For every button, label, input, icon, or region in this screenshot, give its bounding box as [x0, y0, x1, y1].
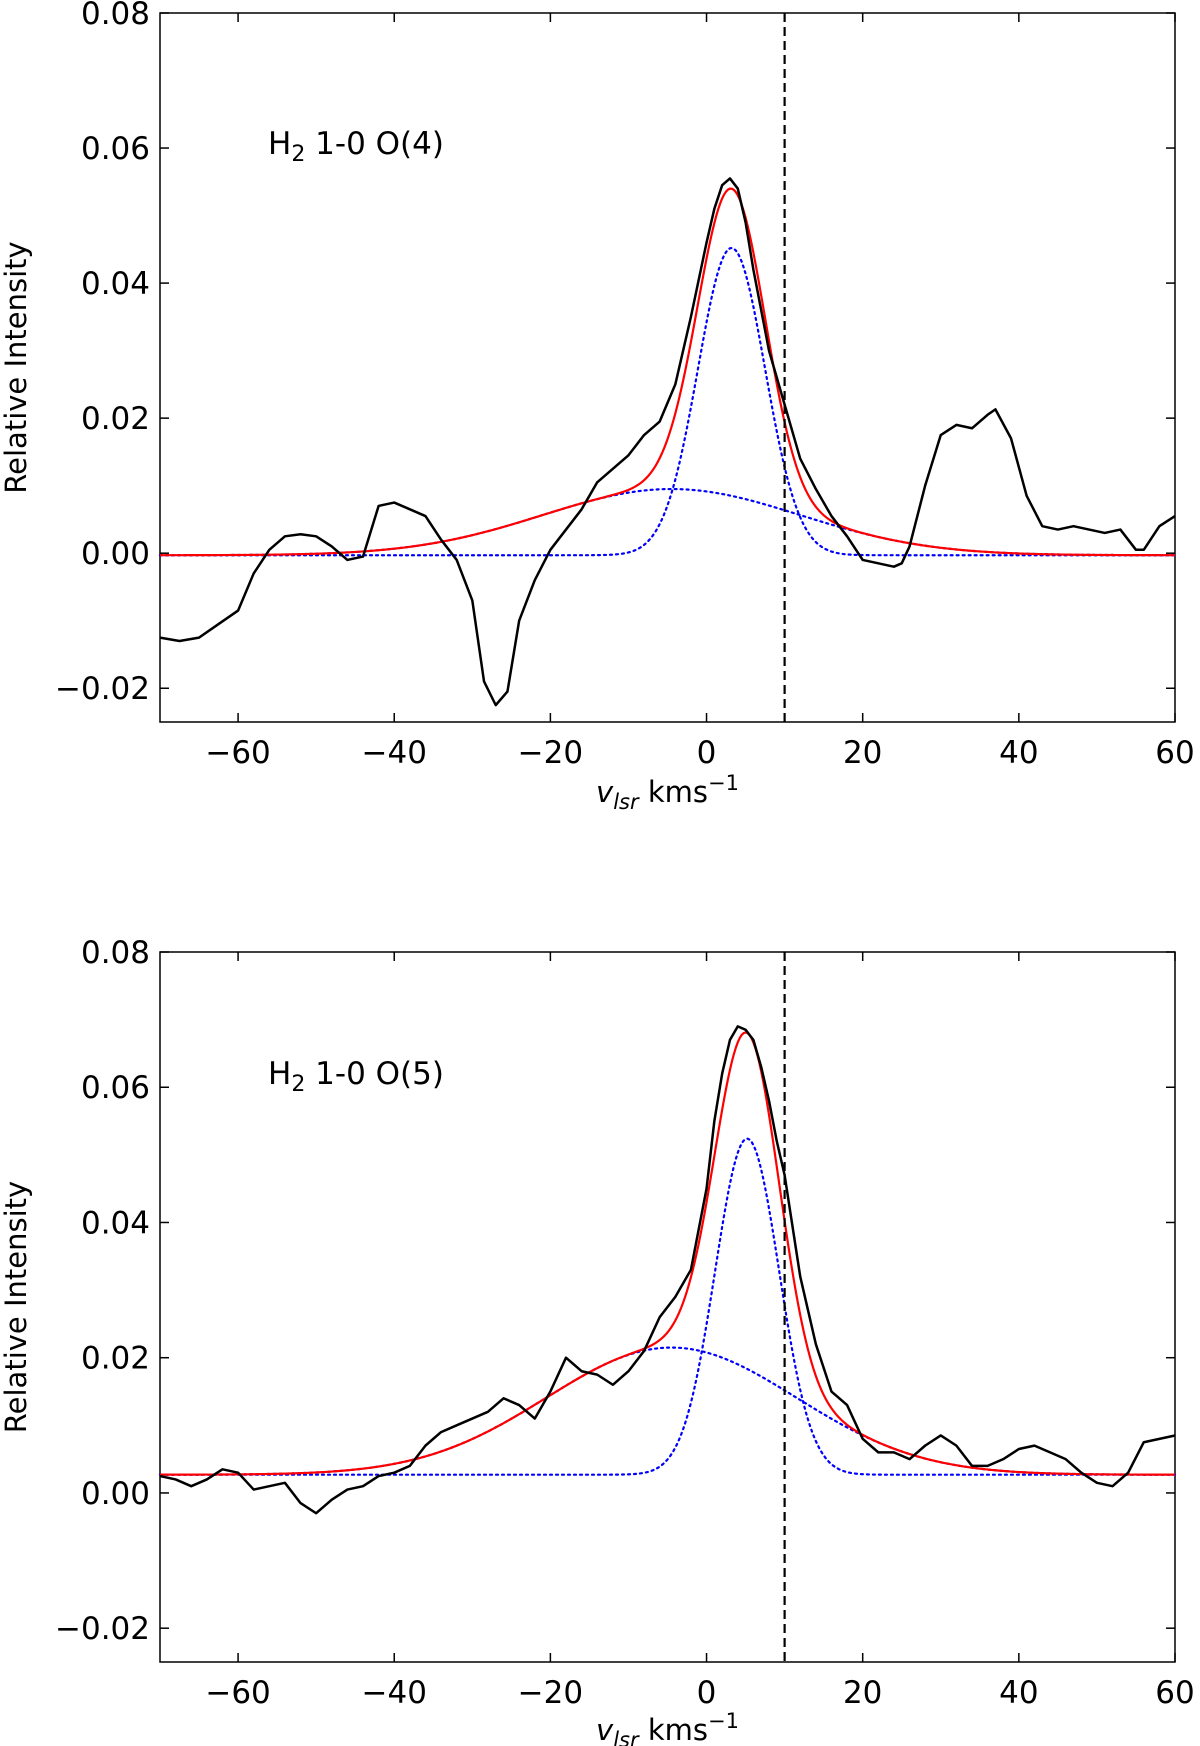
y-tick-label: 0.00	[81, 1476, 150, 1512]
x-tick-label: 0	[697, 735, 717, 771]
total-fit-curve	[159, 1031, 1175, 1476]
xlabel-sub: lsr	[613, 1728, 640, 1746]
annotation-sub: 2	[291, 1072, 305, 1097]
observed-spectrum-line	[159, 1025, 1176, 1515]
xlabel-sup: −1	[708, 1709, 739, 1733]
x-tick-label: −60	[205, 735, 270, 771]
y-tick-label: 0.02	[81, 1341, 150, 1377]
y-tick-label: −0.02	[55, 671, 150, 707]
annotation-suffix: 1-0 O(4)	[305, 126, 444, 162]
total-fit-curve	[160, 187, 1175, 557]
x-tick-label: −20	[518, 735, 583, 771]
xlabel: vlsr kms−1	[596, 1709, 739, 1746]
broad-component-curve	[158, 1346, 1177, 1476]
ylabel: Relative Intensity	[0, 241, 33, 493]
observed-spectrum-line	[159, 177, 1176, 707]
y-tick-label: 0.04	[81, 1205, 150, 1241]
xlabel-sup: −1	[708, 771, 739, 795]
narrow-component-curve	[158, 246, 1177, 557]
x-tick-label: 60	[1155, 735, 1194, 771]
x-tick-label: −40	[362, 1675, 427, 1711]
y-tick-label: 0.06	[81, 1070, 150, 1106]
x-tick-label: −20	[518, 1675, 583, 1711]
x-tick-label: −60	[205, 1675, 270, 1711]
x-tick-label: 60	[1155, 1675, 1194, 1711]
x-tick-label: −40	[362, 735, 427, 771]
annotation-prefix: H	[268, 126, 291, 162]
xlabel-var: v	[596, 1713, 614, 1746]
ylabel: Relative Intensity	[0, 1181, 33, 1433]
y-tick-label: 0.02	[81, 401, 150, 437]
x-tick-label: 40	[999, 1675, 1038, 1711]
y-tick-label: −0.02	[55, 1611, 150, 1647]
x-tick-label: 20	[843, 735, 882, 771]
xlabel-unit: kms	[639, 775, 708, 809]
plot-frame	[159, 951, 1176, 1663]
x-tick-label: 20	[843, 1675, 882, 1711]
xlabel-var: v	[596, 775, 614, 809]
y-tick-label: 0.06	[81, 131, 150, 167]
y-tick-label: 0.04	[81, 266, 150, 302]
broad-component-curve	[158, 487, 1177, 557]
narrow-component-curve	[158, 1137, 1177, 1476]
annotation-prefix: H	[268, 1056, 291, 1092]
x-tick-label: 0	[697, 1675, 717, 1711]
plot-frame	[159, 12, 1176, 723]
panel-o4: Relative Intensity vlsr kms−1 H2 1-0 O(4…	[0, 0, 1195, 814]
y-tick-label: 0.08	[81, 0, 150, 32]
xlabel-unit: kms	[639, 1713, 708, 1746]
xlabel: vlsr kms−1	[596, 771, 739, 814]
annotation-suffix: 1-0 O(5)	[305, 1056, 444, 1092]
panel-o5: Relative Intensity vlsr kms−1 H2 1-0 O(5…	[0, 935, 1195, 1746]
y-tick-label: 0.08	[81, 935, 150, 971]
y-tick-label: 0.00	[81, 536, 150, 572]
annotation: H2 1-0 O(5)	[268, 1056, 444, 1097]
xlabel-sub: lsr	[613, 790, 640, 814]
annotation: H2 1-0 O(4)	[268, 126, 444, 167]
x-tick-label: 40	[999, 735, 1038, 771]
annotation-sub: 2	[291, 142, 305, 167]
